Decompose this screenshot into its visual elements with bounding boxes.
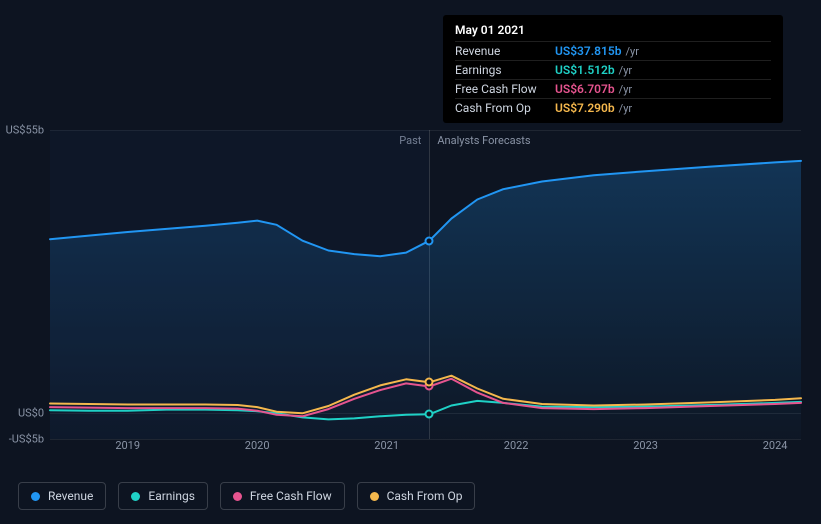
legend-item-cfo[interactable]: Cash From Op [357, 482, 476, 510]
tooltip-row-revenue: RevenueUS$37.815b/yr [455, 41, 771, 60]
plot-area: Past Analysts Forecasts US$55bUS$0-US$5b [50, 130, 801, 439]
legend-swatch [31, 492, 40, 501]
tooltip-metric-value: US$7.290b [555, 101, 615, 115]
x-axis-label: 2021 [374, 439, 399, 452]
x-axis-label: 2019 [115, 439, 140, 452]
cfo-marker [425, 378, 434, 387]
tooltip-date: May 01 2021 [455, 23, 771, 41]
tooltip-metric-name: Earnings [455, 63, 555, 77]
tooltip-metric-value: US$37.815b [555, 44, 622, 58]
x-axis-label: 2023 [633, 439, 658, 452]
y-axis-label: US$0 [18, 407, 44, 420]
x-axis: 2019 2020 2021 2022 2023 2024 [50, 439, 801, 459]
tooltip-metric-name: Free Cash Flow [455, 82, 555, 96]
tooltip-metric-name: Revenue [455, 44, 555, 58]
legend-item-revenue[interactable]: Revenue [18, 482, 106, 510]
legend-label: Free Cash Flow [250, 489, 332, 503]
legend-label: Revenue [48, 489, 93, 503]
financials-chart: Past Analysts Forecasts US$55bUS$0-US$5b… [0, 0, 821, 524]
y-axis-label: US$55b [6, 124, 44, 137]
revenue-marker [425, 236, 434, 245]
hover-tooltip: May 01 2021 RevenueUS$37.815b/yrEarnings… [443, 15, 783, 123]
earnings-marker [425, 410, 434, 419]
tooltip-metric-value: US$1.512b [555, 63, 615, 77]
tooltip-row-earnings: EarningsUS$1.512b/yr [455, 60, 771, 79]
tooltip-metric-name: Cash From Op [455, 101, 555, 115]
x-axis-label: 2024 [763, 439, 788, 452]
legend-swatch [131, 492, 140, 501]
legend-item-earnings[interactable]: Earnings [118, 482, 208, 510]
legend-swatch [370, 492, 379, 501]
tooltip-metric-unit: /yr [619, 64, 632, 77]
x-axis-label: 2022 [504, 439, 529, 452]
legend-label: Cash From Op [387, 489, 463, 503]
tooltip-row-cfo: Cash From OpUS$7.290b/yr [455, 98, 771, 117]
legend-swatch [233, 492, 242, 501]
tooltip-row-fcf: Free Cash FlowUS$6.707b/yr [455, 79, 771, 98]
chart-svg [50, 130, 801, 439]
tooltip-metric-unit: /yr [619, 83, 632, 96]
y-axis-label: -US$5b [9, 433, 44, 446]
legend-label: Earnings [148, 489, 195, 503]
tooltip-metric-unit: /yr [619, 102, 632, 115]
tooltip-metric-value: US$6.707b [555, 82, 615, 96]
legend: Revenue Earnings Free Cash Flow Cash From O… [18, 482, 475, 510]
legend-item-fcf[interactable]: Free Cash Flow [220, 482, 345, 510]
tooltip-metric-unit: /yr [626, 45, 639, 58]
x-axis-label: 2020 [245, 439, 270, 452]
